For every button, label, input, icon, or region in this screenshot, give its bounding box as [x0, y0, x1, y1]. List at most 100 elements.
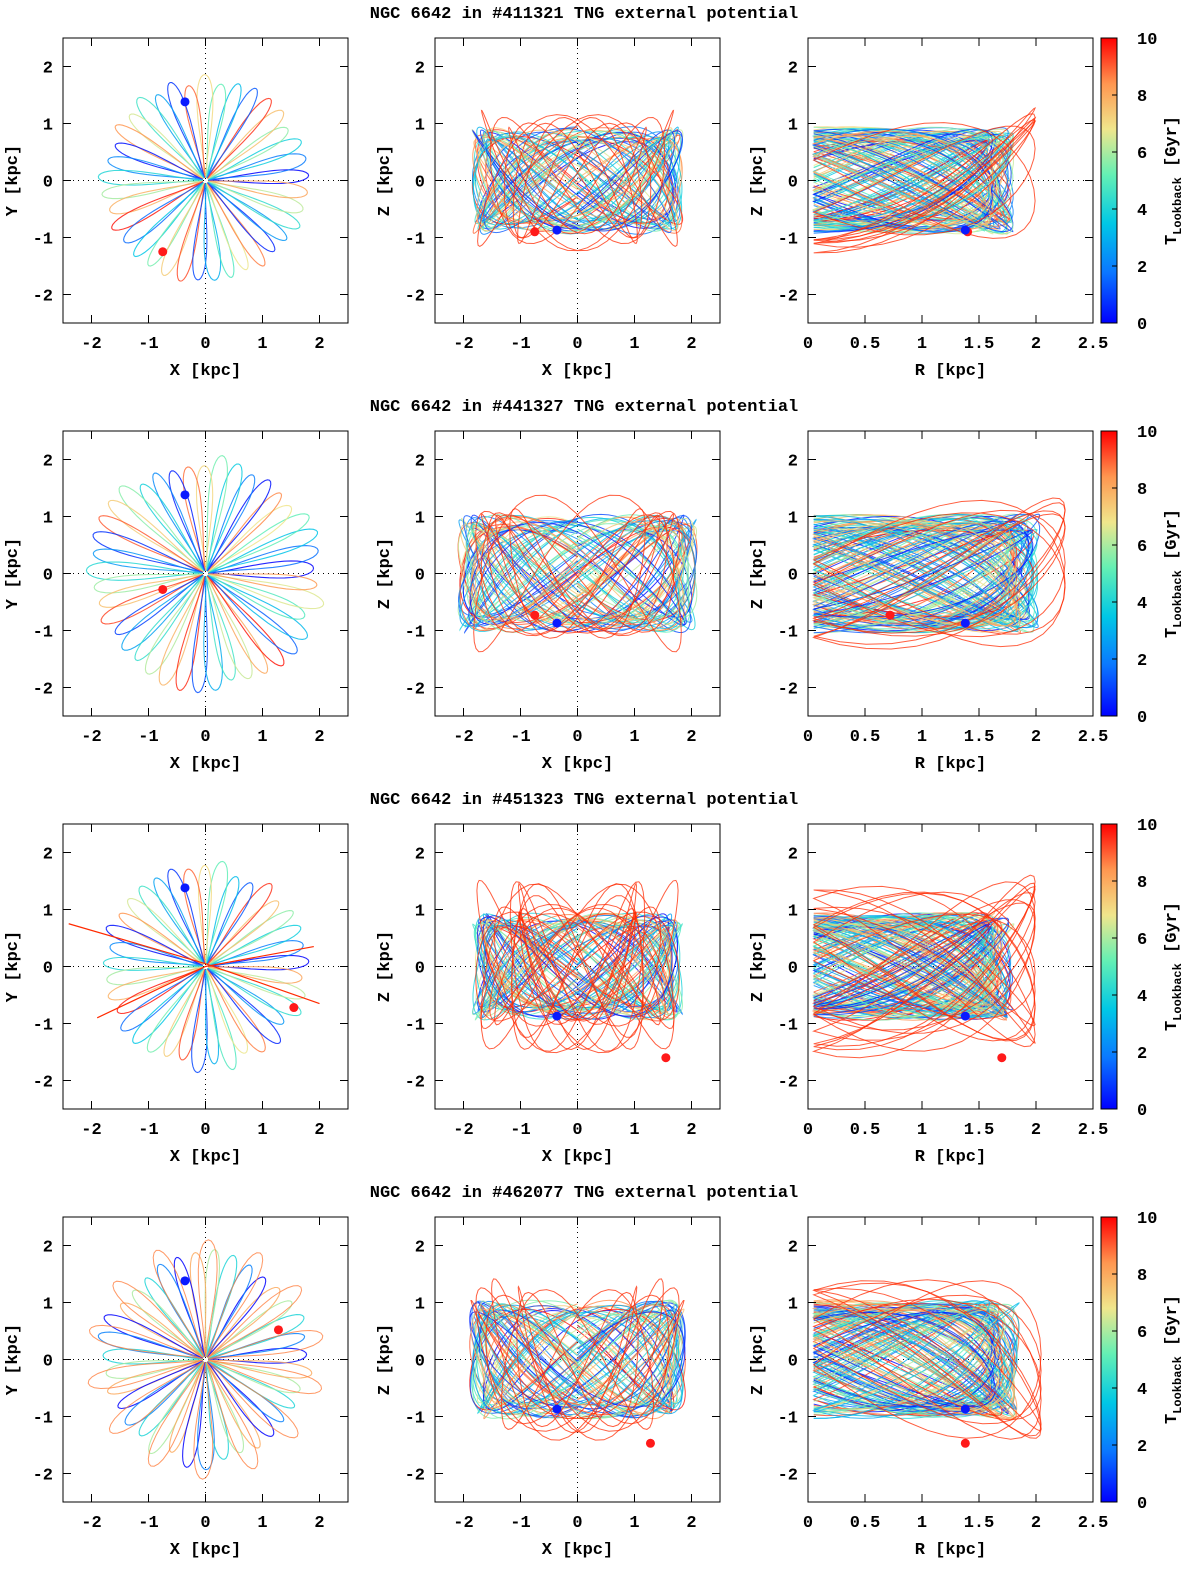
- x-tick-label: 0.5: [850, 335, 881, 354]
- row-title-3: NGC 6642 in #451323 TNG external potenti…: [370, 791, 798, 810]
- y-axis-label: Y [kpc]: [4, 145, 23, 216]
- x-tick-label: 0: [200, 728, 210, 747]
- start-position-marker: [960, 225, 970, 235]
- x-tick-label: 2: [686, 728, 696, 747]
- colorbar-gradient: [1100, 823, 1118, 1110]
- start-position-marker: [180, 883, 190, 893]
- x-tick-label: 0: [803, 1121, 813, 1140]
- y-tick-label: 0: [788, 960, 798, 979]
- orbit-lobe: [101, 180, 203, 200]
- orbit-lobe: [207, 574, 306, 620]
- y-tick-label: -1: [33, 1410, 53, 1429]
- orbit-loop: [812, 1308, 1006, 1411]
- colorbar-gradient: [1100, 37, 1118, 324]
- orbit-excursion: [812, 899, 1036, 1034]
- orbit-loop: [813, 134, 989, 227]
- y-axis-label: Z [kpc]: [749, 538, 768, 609]
- orbit-excursion: [96, 945, 314, 1019]
- orbit-excursion: [477, 114, 678, 247]
- orbit-lobe: [107, 966, 203, 1001]
- x-axis-label: R [kpc]: [915, 1148, 986, 1167]
- colorbar-tick-label: 2: [1137, 1438, 1147, 1457]
- orbit-lobe: [121, 574, 204, 651]
- orbit-trajectories: [457, 494, 698, 653]
- start-position-marker: [552, 1011, 562, 1021]
- orbit-lobe: [208, 573, 325, 610]
- y-tick-label: 0: [415, 174, 425, 193]
- orbit-lobe: [208, 1359, 313, 1379]
- colorbar-label-main: T: [1163, 1414, 1182, 1424]
- y-tick-label: 2: [788, 846, 798, 865]
- y-tick-label: -1: [33, 624, 53, 643]
- x-tick-label: 2: [314, 1121, 324, 1140]
- orbit-trajectories: [471, 109, 684, 252]
- orbit-lobe: [206, 1361, 261, 1449]
- orbit-excursion: [480, 903, 675, 1030]
- row-title-1: NGC 6642 in #411321 TNG external potenti…: [370, 5, 798, 24]
- y-axis-label: Z [kpc]: [749, 931, 768, 1002]
- orbit-lobe: [205, 576, 236, 681]
- y-axis-label: Z [kpc]: [749, 1324, 768, 1395]
- colorbar-gradient: [1100, 1216, 1118, 1503]
- y-tick-label: 2: [43, 1239, 53, 1258]
- orbit-lobe: [205, 455, 228, 571]
- orbit-loop: [475, 922, 680, 1011]
- x-tick-label: 2: [1031, 1121, 1041, 1140]
- x-tick-label: 0: [803, 728, 813, 747]
- orbit-lobe: [192, 183, 208, 281]
- end-position-marker: [158, 584, 168, 594]
- x-tick-label: 1.5: [964, 1514, 995, 1533]
- orbit-lobe: [147, 1361, 205, 1467]
- y-tick-label: -2: [33, 1074, 53, 1093]
- x-tick-label: 2: [686, 1121, 696, 1140]
- end-position-marker: [661, 1053, 671, 1063]
- orbit-loop: [812, 915, 1003, 1018]
- orbit-loop: [812, 1300, 990, 1419]
- colorbar-tick-label: 6: [1137, 145, 1147, 164]
- end-position-marker: [530, 610, 540, 620]
- orbit-trajectories: [811, 874, 1036, 1059]
- end-position-marker: [289, 1003, 299, 1013]
- orbit-lobe: [88, 1324, 203, 1360]
- x-tick-label: -1: [138, 335, 158, 354]
- colorbar-label-main: T: [1163, 1021, 1182, 1031]
- x-tick-label: 2: [1031, 335, 1041, 354]
- orbit-excursion: [491, 1278, 664, 1441]
- y-axis-label: Z [kpc]: [376, 538, 395, 609]
- orbit-lobe: [208, 180, 308, 199]
- y-axis-label: Z [kpc]: [749, 145, 768, 216]
- orbit-trajectories: [472, 879, 683, 1054]
- colorbar-label: TLookback [Gyr]: [1163, 902, 1185, 1031]
- x-tick-label: 1: [629, 1121, 639, 1140]
- x-tick-label: 2: [1031, 1514, 1041, 1533]
- orbit-lobe: [205, 463, 243, 572]
- orbit-lobe: [116, 967, 204, 1015]
- colorbar-4: 0 2 4 6 8 10 TLookback [Gyr]: [1100, 1210, 1185, 1514]
- colorbar-tick-label: 8: [1137, 88, 1147, 107]
- orbit-excursion: [485, 1294, 670, 1425]
- x-tick-label: 1: [629, 1514, 639, 1533]
- x-tick-label: -1: [510, 335, 530, 354]
- orbit-loop: [468, 521, 687, 626]
- x-axis-label: R [kpc]: [915, 1541, 986, 1560]
- orbit-lobe: [208, 560, 315, 579]
- orbit-lobe: [205, 860, 229, 964]
- orbit-loop: [812, 915, 1007, 1018]
- end-position-marker: [997, 1053, 1007, 1063]
- colorbar-label-sub: Lookback: [1171, 963, 1185, 1021]
- y-axis-label: Z [kpc]: [376, 931, 395, 1002]
- colorbar-tick-label: 0: [1137, 1102, 1147, 1121]
- y-tick-label: 1: [415, 903, 425, 922]
- colorbar-tick-label: 10: [1137, 424, 1157, 443]
- colorbar-2: 0 2 4 6 8 10 TLookback [Gyr]: [1100, 424, 1185, 728]
- y-tick-label: -1: [33, 1017, 53, 1036]
- x-tick-label: 0.5: [850, 728, 881, 747]
- orbit-excursion: [811, 874, 1036, 1059]
- orbit-lobe: [197, 1239, 218, 1357]
- orbit-excursion: [503, 122, 652, 239]
- x-tick-label: -1: [510, 728, 530, 747]
- x-tick-label: 1.5: [964, 335, 995, 354]
- row-title-2: NGC 6642 in #441327 TNG external potenti…: [370, 398, 798, 417]
- y-tick-label: 2: [788, 453, 798, 472]
